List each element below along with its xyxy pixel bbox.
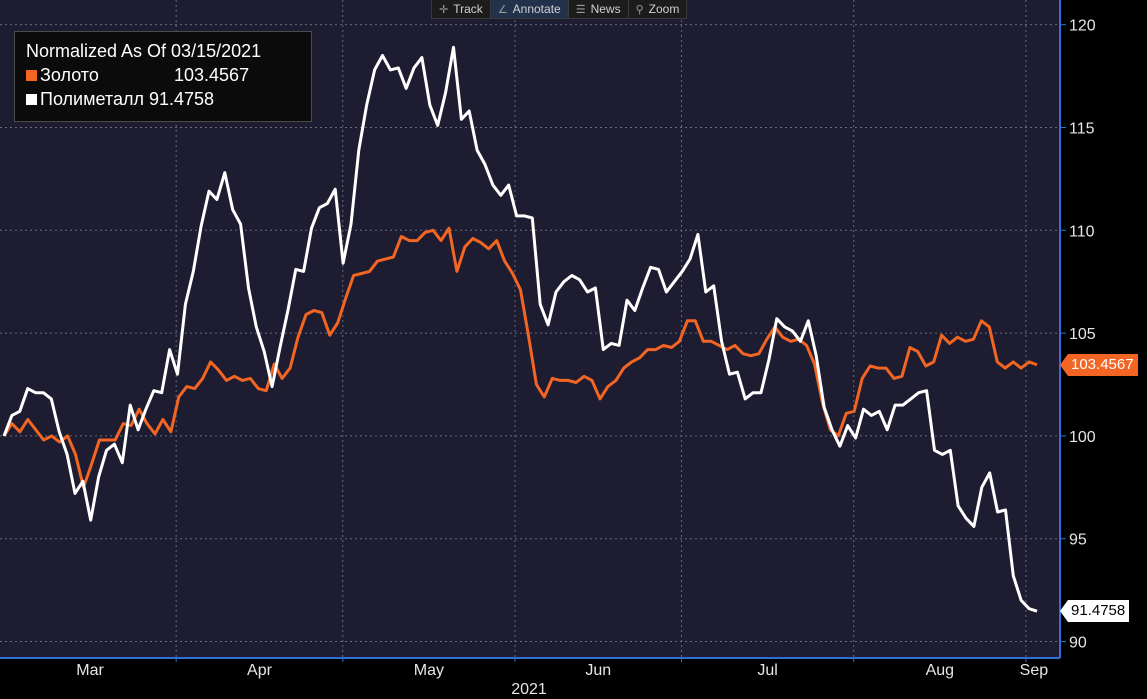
track-label: Track	[453, 2, 483, 16]
series-line-1[interactable]	[2, 45, 1038, 613]
legend-item-polymetal: Полиметалл 91.4758	[26, 88, 214, 110]
x-tick-label: Sep	[1020, 662, 1049, 679]
legend-name-gold: Золото	[40, 64, 99, 85]
x-tick-label: Jun	[585, 662, 611, 679]
crosshair-icon: ✛	[439, 3, 449, 16]
series-layer	[2, 45, 1038, 613]
legend-value-gold: 103.4567	[174, 64, 250, 85]
track-button[interactable]: ✛ Track	[432, 0, 491, 18]
last-value-tag-gold: 103.4567	[1060, 353, 1138, 376]
y-axis-panel	[1060, 0, 1147, 699]
y-tick-label: 100	[1069, 429, 1096, 446]
last-value-tag-polymetal: 91.4758	[1059, 600, 1130, 623]
x-axis-ticks: Mar Apr May Jun Jul Aug Sep	[76, 658, 1048, 679]
legend-value-polymetal: 91.4758	[148, 88, 215, 109]
y-tick-label: 105	[1069, 326, 1096, 343]
legend-title: Normalized As Of 03/15/2021	[26, 41, 262, 61]
annotate-button[interactable]: ∠ Annotate	[490, 0, 569, 18]
x-tick-label: Apr	[247, 662, 273, 679]
y-axis-ticks: 90 95 100 105 110 115 120	[1060, 18, 1096, 652]
x-tick-label: Jul	[757, 662, 777, 679]
legend-name-polymetal: Полиметалл	[40, 88, 144, 109]
series-line-0[interactable]	[2, 226, 1038, 489]
y-tick-label: 115	[1069, 120, 1095, 137]
chart-toolbar: ✛ Track ∠ Annotate ☰ News ⚲ Zoom	[431, 0, 688, 19]
x-axis-year-label: 2021	[511, 681, 547, 698]
legend-item-gold: Золото 103.4567	[26, 64, 249, 86]
y-tick-label: 120	[1069, 18, 1096, 35]
x-tick-label: Aug	[926, 662, 954, 679]
news-button[interactable]: ☰ News	[569, 0, 629, 18]
pencil-icon: ∠	[497, 3, 508, 16]
y-tick-label: 90	[1069, 635, 1087, 652]
news-label: News	[590, 2, 621, 16]
annotate-label: Annotate	[512, 2, 561, 16]
x-tick-label: Mar	[76, 662, 104, 679]
gridlines	[0, 0, 1060, 658]
x-tick-label: May	[414, 662, 444, 679]
y-tick-label: 95	[1069, 532, 1087, 549]
chart-legend[interactable]: Normalized As Of 03/15/2021 Золото 103.4…	[14, 31, 312, 122]
legend-swatch-polymetal	[26, 93, 37, 105]
y-tick-label: 110	[1069, 223, 1095, 240]
magnifier-icon: ⚲	[635, 3, 644, 16]
legend-swatch-gold	[26, 69, 37, 81]
x-axis-panel	[0, 658, 1147, 699]
zoom-label: Zoom	[648, 2, 680, 16]
news-icon: ☰	[575, 3, 586, 16]
zoom-button[interactable]: ⚲ Zoom	[629, 0, 687, 18]
